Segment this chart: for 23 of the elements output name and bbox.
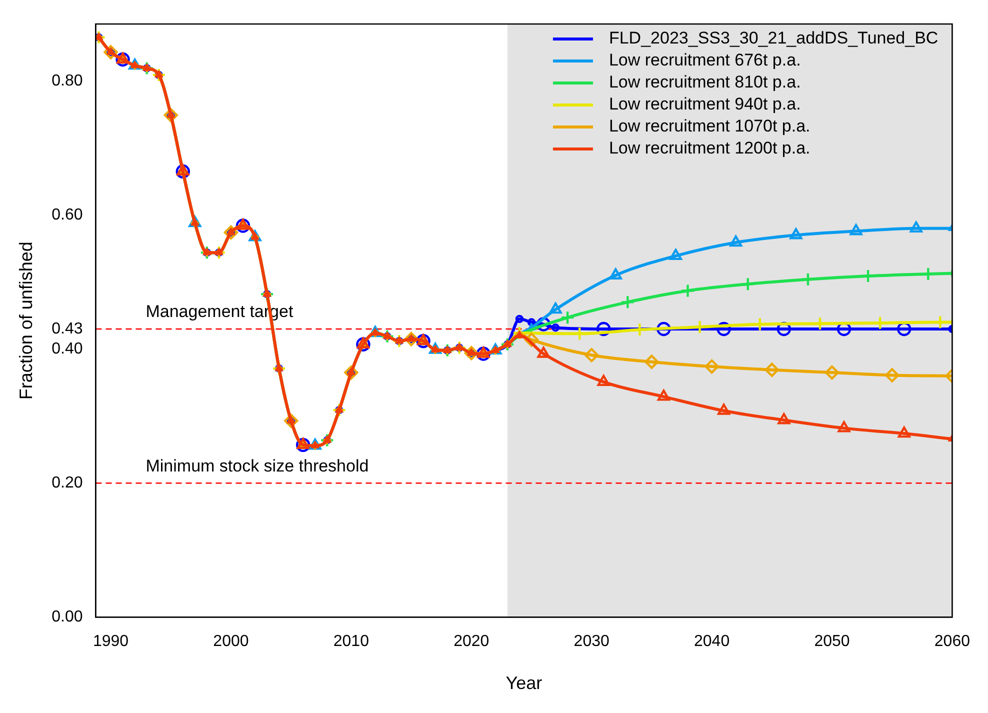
legend-label: Low recruitment 676t p.a.	[608, 50, 801, 70]
x-tick-label: 2010	[333, 633, 370, 650]
y-tick-label: 0.80	[52, 72, 83, 90]
x-tick-label: 2050	[814, 633, 850, 650]
y-tick-label: 0.43	[52, 320, 83, 338]
legend-label: FLD_2023_SS3_30_21_addDS_Tuned_BC	[608, 28, 938, 48]
x-tick-label: 2040	[694, 633, 730, 650]
x-axis-title: Year	[506, 673, 542, 694]
y-axis-title: Fraction of unfished	[16, 242, 36, 400]
ref-line-label: Minimum stock size threshold	[146, 456, 369, 476]
y-tick-label: 0.00	[52, 608, 83, 626]
legend-label: Low recruitment 1070t p.a.	[608, 116, 810, 136]
y-tick-label: 0.60	[52, 206, 83, 224]
legend-label: Low recruitment 940t p.a.	[608, 94, 801, 114]
x-tick-label: 2020	[454, 633, 490, 650]
y-tick-label: 0.20	[52, 474, 83, 492]
x-tick-label: 2030	[574, 633, 610, 650]
y-tick-label: 0.40	[52, 340, 83, 358]
x-tick-label: 2000	[213, 633, 249, 650]
x-tick-label: 2060	[934, 633, 970, 650]
legend-label: Low recruitment 810t p.a.	[608, 72, 801, 92]
legend-label: Low recruitment 1200t p.a.	[608, 138, 810, 158]
x-tick-label: 1990	[92, 633, 129, 650]
